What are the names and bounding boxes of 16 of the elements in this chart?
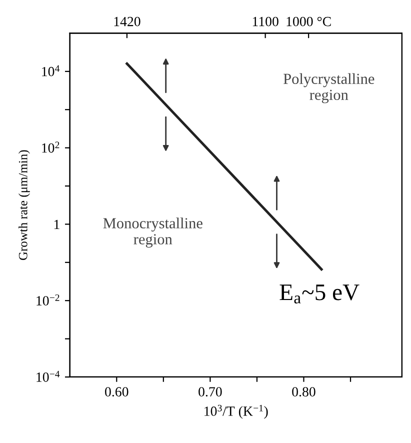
x-tick-label: 0.70	[198, 387, 222, 397]
annotation: Polycrystalline region	[284, 73, 374, 104]
x-tick-label: 0.80	[292, 387, 316, 397]
y-axis-title: Growth rate (μm/min)	[18, 150, 30, 260]
annotation: E$_{a}$~5 eV	[280, 284, 360, 304]
x-axis-title: 10$^{3}$/T (K$^{−1}$)	[204, 404, 268, 419]
y-tick-label: 10$^{−4}$	[36, 370, 60, 382]
x-tick-label: 0.60	[105, 387, 128, 397]
y-tick-label: 1	[54, 220, 60, 230]
y-tick-label: 10$^{4}$	[42, 65, 60, 76]
x2-tick-label: 1000 °C	[286, 16, 331, 26]
x2-tick-label: 1420	[114, 16, 140, 26]
y-tick-label: 10$^{2}$	[42, 142, 60, 153]
annotation: Monocrystalline region	[103, 218, 202, 248]
x2-tick-label: 1100	[252, 16, 278, 26]
y-tick-label: 10$^{−2}$	[36, 294, 60, 306]
